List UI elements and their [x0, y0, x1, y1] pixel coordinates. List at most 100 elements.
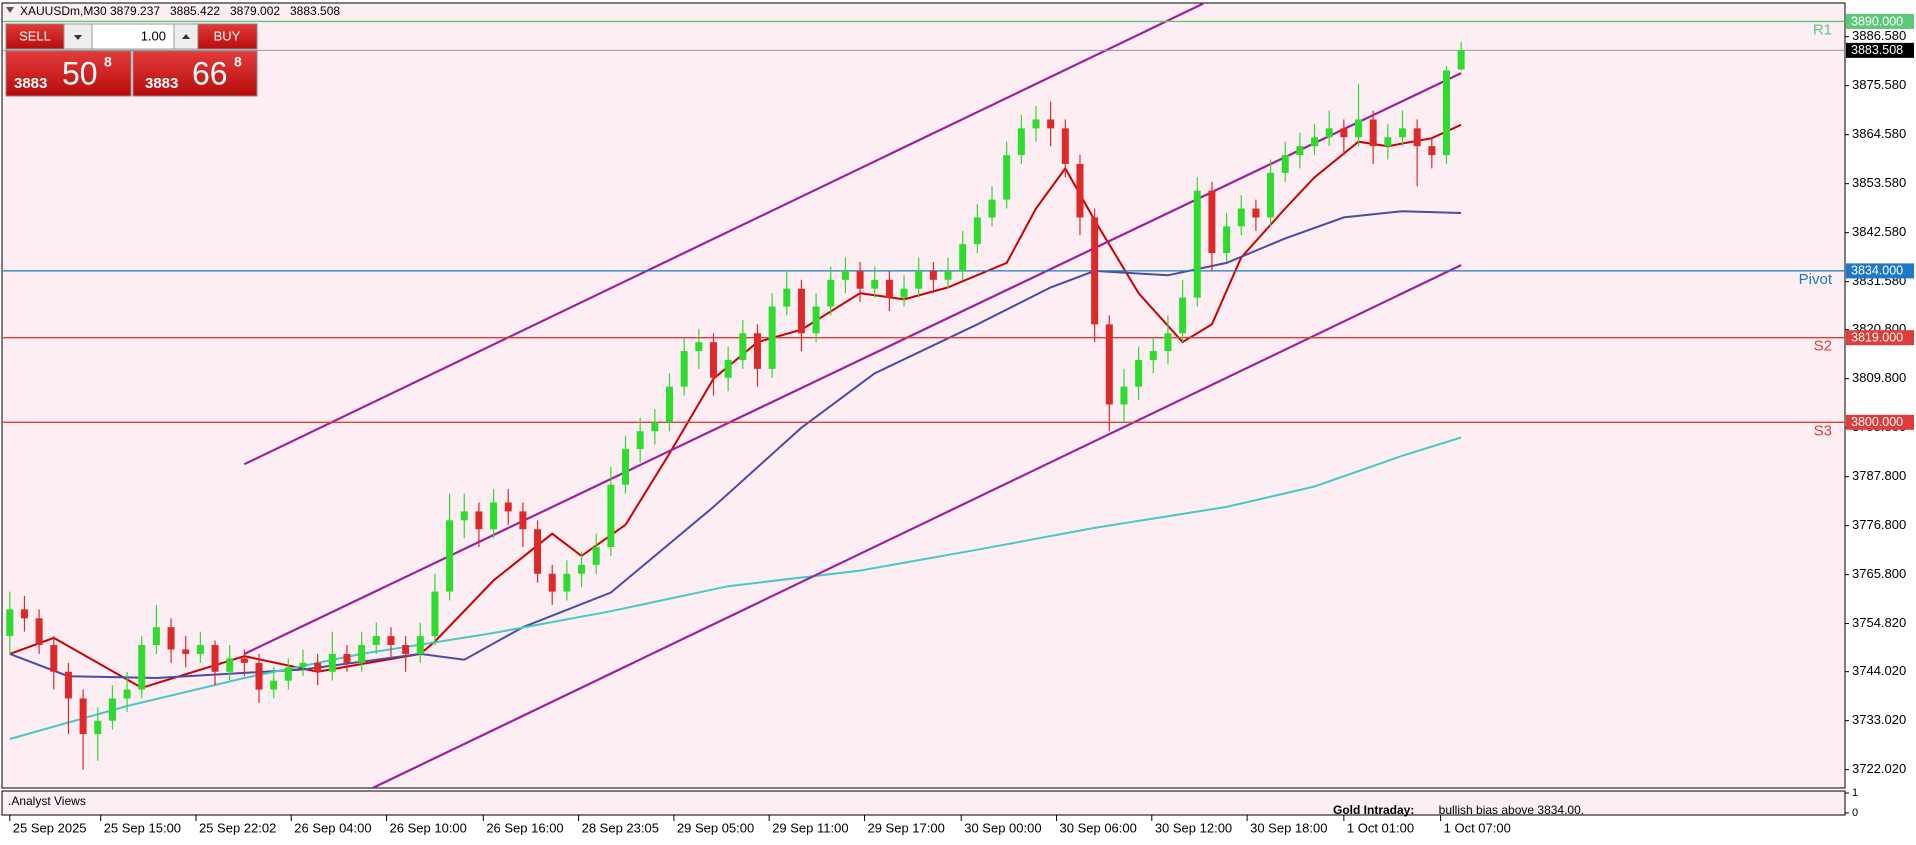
level-tag-box [1846, 414, 1914, 430]
candle-body [1091, 217, 1099, 325]
candle-body [167, 627, 175, 650]
y-tick-label: 3733.020 [1852, 712, 1906, 727]
y-tick-label: 3754.820 [1852, 615, 1906, 630]
candle-body [753, 333, 761, 369]
candle-body [138, 645, 146, 690]
candle-body [1442, 70, 1450, 156]
indicator-text: bullish bias above 3834.00. [1432, 803, 1584, 817]
x-tick-label: 1 Oct 07:00 [1444, 820, 1511, 835]
candle-body [548, 573, 556, 592]
sell-button[interactable] [5, 23, 65, 50]
axis-layer: 3886.580 3875.580 3864.580 3853.580 3842.580… [9, 13, 1914, 835]
candle-body [372, 636, 380, 646]
candle-body [123, 689, 131, 699]
indicator-name: .Analyst Views [8, 794, 86, 808]
x-tick-label: 26 Sep 10:00 [390, 820, 467, 835]
candle-body [64, 671, 72, 699]
candle-body [226, 658, 234, 672]
ask-small: 8 [234, 54, 242, 70]
ohlc-close: 3883.508 [290, 4, 340, 18]
x-tick-label: 29 Sep 11:00 [772, 820, 848, 835]
candle-body [607, 484, 615, 548]
candle-body [856, 270, 864, 289]
candle-body [1223, 226, 1231, 254]
y-tick-label: 3722.020 [1852, 761, 1906, 776]
y-tick-label: 3864.580 [1852, 126, 1906, 141]
x-tick-label: 29 Sep 05:00 [677, 820, 754, 835]
y-tick-label: 3842.580 [1852, 224, 1906, 239]
candle-body [255, 662, 263, 690]
candle-body [490, 502, 498, 530]
candle-body [402, 645, 410, 654]
candle-body [1164, 333, 1172, 352]
candle-body [1179, 297, 1187, 334]
bid-small: 8 [104, 54, 112, 70]
candle-body [431, 591, 439, 637]
panel-tick-label: 1 [1852, 787, 1858, 799]
candle-body [1105, 324, 1113, 405]
ask-box[interactable] [132, 50, 258, 97]
candle-body [1267, 172, 1275, 218]
candle-body [1120, 386, 1128, 405]
level-tag-box [1846, 13, 1914, 29]
price-tag-label: 3883.508 [1851, 43, 1903, 57]
level-name: R1 [1813, 21, 1832, 38]
candle-body [680, 351, 688, 387]
level-name: S3 [1814, 422, 1832, 439]
candle-body [1032, 119, 1040, 129]
level-tag-label: 3834.000 [1851, 264, 1903, 278]
candle-body [973, 217, 981, 245]
candle-body [1340, 128, 1348, 138]
candle-body [812, 306, 820, 334]
lot-field[interactable] [91, 23, 175, 50]
x-tick-label: 26 Sep 16:00 [486, 820, 563, 835]
candle-body [1399, 128, 1406, 138]
y-tick-label: 3744.020 [1852, 663, 1906, 678]
candle-body [578, 564, 586, 574]
candle-body [1369, 119, 1377, 147]
x-tick-label: 30 Sep 12:00 [1155, 820, 1232, 835]
candle-body [1061, 128, 1069, 164]
ohlc-high: 3885.422 [170, 4, 220, 18]
buy-label[interactable]: BUY [214, 28, 241, 43]
candle-body [1003, 155, 1011, 200]
candle-body [1237, 208, 1245, 227]
level-tag-label: 3890.000 [1851, 14, 1903, 28]
buy-button[interactable] [197, 23, 258, 50]
x-tick-label: 25 Sep 2025 [13, 820, 87, 835]
candle-body [108, 698, 116, 721]
indicator-panel [1, 790, 1846, 816]
candle-body [1384, 137, 1392, 147]
candle-body [768, 306, 776, 369]
candle-body [622, 449, 630, 485]
candle-body [944, 270, 952, 280]
candle-body [1076, 163, 1084, 218]
ask-big: 3883 [145, 75, 178, 92]
y-tick-label: 3765.800 [1852, 566, 1906, 581]
candle-body [871, 279, 879, 289]
candle-body [196, 645, 204, 654]
candle-body [724, 359, 732, 378]
candle-body [35, 618, 43, 646]
candle-body [563, 573, 571, 592]
bid-box[interactable] [5, 50, 132, 97]
moving-average [9, 436, 1462, 740]
candle-body [314, 662, 322, 672]
x-tick-label: 26 Sep 04:00 [294, 820, 371, 835]
y-tick-label: 3875.580 [1852, 77, 1906, 92]
candle-body [666, 386, 673, 423]
level-name: S2 [1814, 338, 1832, 355]
y-tick-label: 3776.800 [1852, 517, 1906, 532]
x-tick-label: 25 Sep 15:00 [104, 820, 181, 835]
candle-body [592, 547, 600, 565]
candle-body [1149, 351, 1157, 360]
moving-average [9, 210, 1462, 680]
sell-label[interactable]: SELL [19, 28, 51, 43]
candle-body [827, 279, 835, 307]
candle-body [6, 609, 14, 637]
candle-body [841, 270, 849, 280]
candle-body [1413, 128, 1421, 147]
level-tag-label: 3819.000 [1851, 330, 1903, 344]
ask-main: 66 [192, 55, 228, 91]
